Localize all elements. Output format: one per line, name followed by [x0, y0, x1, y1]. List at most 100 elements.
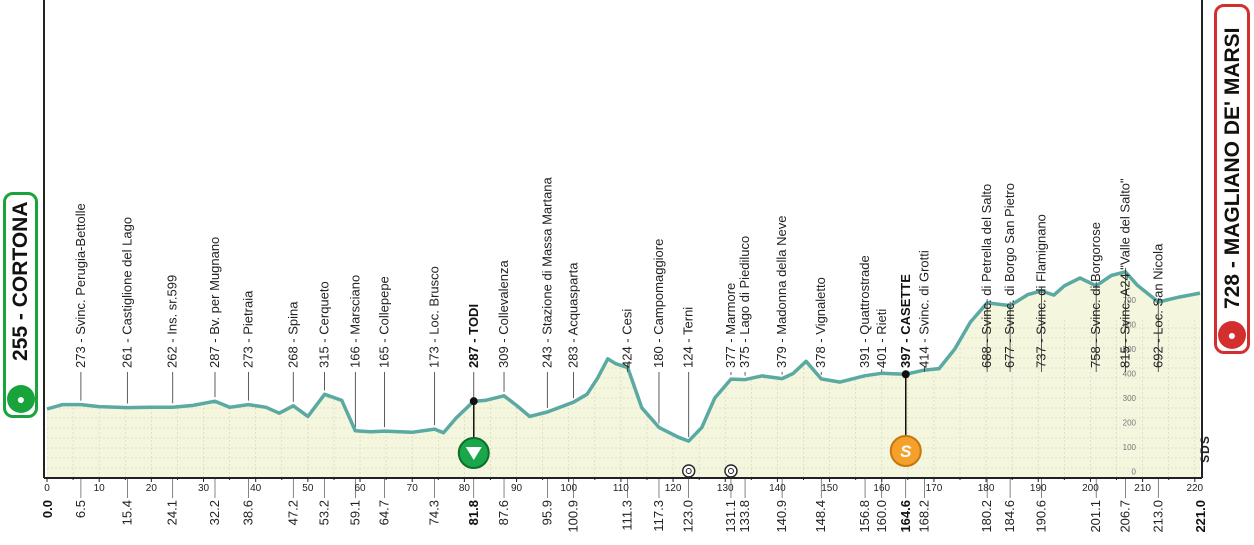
- finish-town-box: 728 - MAGLIANO DE' MARSI ●: [1214, 4, 1250, 354]
- waypoint-km: 190.6: [1033, 500, 1048, 533]
- waypoint-km: 95.9: [539, 500, 554, 525]
- waypoint-km: 53.2: [317, 500, 332, 525]
- waypoint-km: 164.6: [898, 500, 913, 533]
- cyclist-icon: ●: [1218, 321, 1246, 349]
- tunnel-icon-inner: [685, 468, 692, 474]
- finish-km-label: 221.0: [1193, 500, 1208, 533]
- waypoint-km: 140.9: [774, 500, 789, 533]
- sprint-letter: S: [900, 442, 912, 461]
- altitude-tick-label: 600: [1123, 321, 1137, 330]
- waypoint-name: 758 - Svinc. di Borgorose: [1088, 222, 1103, 368]
- waypoint-km: 201.1: [1088, 500, 1103, 533]
- waypoint-km: 87.6: [496, 500, 511, 525]
- x-tick-label: 120: [665, 483, 682, 494]
- waypoint-km: 133.8: [737, 500, 752, 533]
- x-tick-label: 190: [1030, 483, 1047, 494]
- waypoint-km: 100.9: [565, 500, 580, 533]
- organizer-logo: SDS: [1198, 428, 1227, 476]
- waypoint-km: 123.0: [681, 500, 696, 533]
- altitude-tick-label: 100: [1123, 443, 1137, 452]
- waypoint-name: 165 - Collepepe: [377, 276, 392, 368]
- waypoint-name: 397 - CASETTE: [898, 274, 913, 368]
- x-tick-label: 40: [250, 483, 262, 494]
- start-town-label: 255 - CORTONA: [9, 201, 32, 361]
- x-tick-label: 170: [926, 483, 943, 494]
- x-tick-label: 50: [302, 483, 314, 494]
- x-tick-label: 180: [978, 483, 995, 494]
- waypoint-km: 24.1: [165, 500, 180, 525]
- waypoint-km: 64.7: [377, 500, 392, 525]
- x-tick-label: 10: [94, 483, 106, 494]
- waypoint-name: 688 - Svinc. di Petrella del Salto: [979, 184, 994, 368]
- waypoint-km: 32.2: [207, 500, 222, 525]
- waypoint-km: 47.2: [285, 500, 300, 525]
- waypoint-name: 737 - Svinc. di Flamignano: [1033, 214, 1048, 368]
- waypoint-km: 15.4: [119, 500, 134, 525]
- todi-point: [469, 397, 478, 406]
- waypoint-km: 206.7: [1117, 500, 1132, 533]
- waypoint-name: 166 - Marsciano: [347, 275, 362, 368]
- altitude-tick-label: 700: [1123, 296, 1137, 305]
- waypoint-km: 59.1: [347, 500, 362, 525]
- waypoint-name: 261 - Castiglione del Lago: [119, 217, 134, 368]
- waypoint-km: 111.3: [620, 500, 635, 531]
- waypoint-km: 180.2: [979, 500, 994, 533]
- organizer-mark: SDS: [1197, 435, 1212, 463]
- waypoint-name: 692 - Loc. San Nicola: [1150, 243, 1165, 368]
- x-tick-label: 30: [198, 483, 210, 494]
- cyclist-icon: ●: [7, 385, 35, 413]
- waypoint-name: 243 - Stazione di Massa Martana: [539, 176, 554, 368]
- casette-point: [901, 370, 910, 379]
- x-tick-label: 80: [459, 483, 471, 494]
- waypoint-name: 401 - Rieti: [874, 309, 889, 368]
- waypoint-km: 74.3: [427, 500, 442, 525]
- altitude-tick-label: 500: [1123, 345, 1137, 354]
- waypoint-km: 38.6: [240, 500, 255, 525]
- waypoint-name: 287 - Bv. per Mugnano: [207, 237, 222, 368]
- waypoint-name: 424 - Cesi: [620, 309, 635, 368]
- waypoint-km: 168.2: [917, 500, 932, 533]
- x-tick-label: 150: [821, 483, 838, 494]
- profile-area: [47, 271, 1200, 478]
- waypoint-name: 273 - Svinc. Perugia-Bettolle: [73, 203, 88, 368]
- x-tick-label: 210: [1134, 483, 1151, 494]
- waypoint-name: 375 - Lago di Piediluco: [737, 236, 752, 368]
- waypoint-name: 268 - Spina: [285, 301, 300, 368]
- waypoint-km: 156.8: [857, 500, 872, 533]
- down-triangle-icon: [465, 447, 482, 460]
- waypoint-name: 180 - Campomaggiore: [651, 239, 666, 368]
- x-tick-label: 130: [717, 483, 734, 494]
- waypoint-name: 283 - Acquasparta: [565, 262, 580, 368]
- x-tick-label: 90: [511, 483, 523, 494]
- waypoint-name: 378 - Vignaletto: [813, 277, 828, 368]
- x-tick-label: 0: [44, 483, 50, 494]
- x-tick-label: 200: [1082, 483, 1099, 494]
- finish-town-label: 728 - MAGLIANO DE' MARSI: [1221, 27, 1244, 309]
- start-km-label: 0.0: [40, 500, 55, 518]
- waypoint-km: 213.0: [1150, 500, 1165, 533]
- altitude-tick-label: 300: [1123, 394, 1137, 403]
- waypoint-km: 6.5: [73, 500, 88, 518]
- waypoint-name: 287 - TODI: [466, 304, 481, 368]
- waypoint-name: 815 - Svinc. A24 "Valle del Salto": [1117, 178, 1132, 368]
- waypoint-name: 124 - Terni: [681, 307, 696, 368]
- start-town-box: 255 - CORTONA ●: [3, 192, 38, 418]
- waypoint-km: 81.8: [466, 500, 481, 525]
- x-tick-label: 110: [613, 483, 629, 494]
- altitude-tick-label: 200: [1123, 419, 1137, 428]
- waypoint-km: 148.4: [813, 500, 828, 533]
- x-tick-label: 100: [560, 483, 577, 494]
- x-tick-label: 70: [407, 483, 419, 494]
- tunnel-icon: [724, 464, 738, 478]
- waypoint-name: 262 - Ins. sr.599: [165, 275, 180, 368]
- waypoint-name: 391 - Quattrostrade: [857, 255, 872, 368]
- waypoint-name: 379 - Madonna della Neve: [774, 216, 789, 369]
- waypoint-name: 273 - Pietraia: [240, 290, 255, 368]
- altitude-tick-label: 0: [1132, 468, 1137, 477]
- waypoint-km: 117.3: [651, 500, 666, 532]
- x-tick-label: 140: [769, 483, 786, 494]
- sprint-icon: [889, 435, 922, 467]
- waypoint-km: 160.0: [874, 500, 889, 533]
- x-tick-label: 60: [354, 483, 366, 494]
